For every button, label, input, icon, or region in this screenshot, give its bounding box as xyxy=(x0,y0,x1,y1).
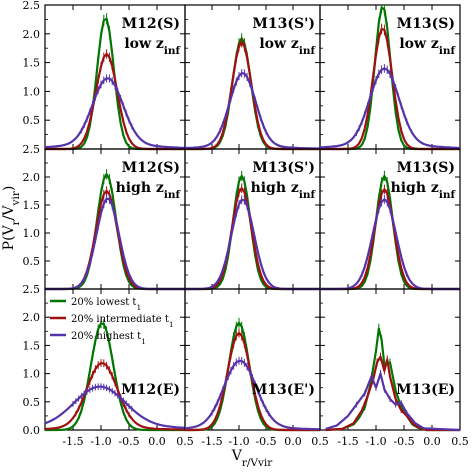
y-tick-label: 0.5 xyxy=(23,396,41,409)
y-tick-label: 1.5 xyxy=(23,339,41,352)
panel-label: high zinf xyxy=(251,180,317,201)
y-tick-label: 0.0 xyxy=(23,424,41,437)
x-axis-label: Vr/Vvir xyxy=(231,448,274,467)
x-tick-label: -1.5 xyxy=(62,435,83,448)
x-tick-label: 0.0 xyxy=(148,435,166,448)
panel-label: M13(S) xyxy=(397,160,455,176)
x-tick-label: -1.0 xyxy=(90,435,111,448)
y-tick-label: 2.0 xyxy=(23,171,41,184)
panel-label: M13(S') xyxy=(252,160,315,176)
y-tick-label: 2.5 xyxy=(23,283,41,296)
series-line-highest xyxy=(325,372,461,432)
y-tick-label: 1.0 xyxy=(23,368,41,381)
panel-frame xyxy=(44,288,186,431)
panel-label: M12(E) xyxy=(121,382,180,398)
panel-label: low zinf xyxy=(399,36,456,57)
x-tick-label: 0.0 xyxy=(423,435,441,448)
x-tick-label: -0.5 xyxy=(118,435,139,448)
panel-label: M13(E) xyxy=(396,382,455,398)
x-tick-label: 0.5 xyxy=(311,435,329,448)
y-tick-label: 1.5 xyxy=(23,57,41,70)
panel-label: M13(E') xyxy=(252,382,315,398)
series-line-intermediate xyxy=(185,41,320,151)
y-tick-label: 1.5 xyxy=(23,199,41,212)
y-tick-label: 2.5 xyxy=(23,0,41,12)
panel-label: M12(S) xyxy=(122,160,180,176)
series-line-intermediate xyxy=(325,355,460,432)
x-tick-label: 0.0 xyxy=(284,435,302,448)
series-line-intermediate xyxy=(45,52,185,151)
x-tick-label: -1.5 xyxy=(337,435,358,448)
y-tick-label: 0.5 xyxy=(23,255,41,268)
series-line-lowest xyxy=(325,327,460,432)
y-tick-label: 1.0 xyxy=(23,85,41,98)
y-tick-label: 0.5 xyxy=(23,114,41,127)
y-tick-label: 2.0 xyxy=(23,28,41,41)
panel-label: high zinf xyxy=(116,180,182,201)
panel-label: M12(S) xyxy=(122,16,180,32)
legend-entry: 20% intermediate t1 xyxy=(71,314,174,329)
legend-entry: 20% highest t1 xyxy=(71,331,146,346)
legend-entry: 20% lowest t1 xyxy=(71,297,141,312)
y-tick-label: 1.0 xyxy=(23,227,41,240)
panel-label: M13(S') xyxy=(252,16,315,32)
panel-label: low zinf xyxy=(259,36,316,57)
x-tick-label: -1.0 xyxy=(228,435,249,448)
y-axis-label: P(Vr/Vvir) xyxy=(1,186,22,251)
panel-label: M13(S) xyxy=(397,16,455,32)
x-tick-label: -1.0 xyxy=(365,435,386,448)
panel-frame xyxy=(184,288,321,431)
series-line-intermediate xyxy=(185,187,320,291)
y-tick-label: 2.5 xyxy=(23,143,41,156)
panel-label: high zinf xyxy=(391,180,457,201)
y-tick-label: 2.0 xyxy=(23,311,41,324)
x-tick-label: -1.5 xyxy=(201,435,222,448)
x-tick-label: -0.5 xyxy=(255,435,276,448)
series-line-highest xyxy=(319,67,461,150)
panel-label: low zinf xyxy=(124,36,181,57)
x-tick-label: -0.5 xyxy=(393,435,414,448)
x-tick-label: 0.5 xyxy=(176,435,194,448)
x-tick-label: 0.5 xyxy=(451,435,469,448)
